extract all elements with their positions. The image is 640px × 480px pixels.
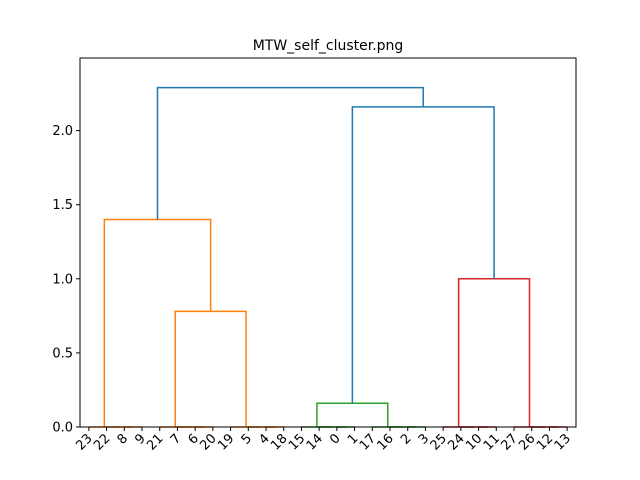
x-tick-label: 7 [168,431,184,447]
x-tick-label: 5 [239,431,255,447]
x-tick-label: 0 [327,431,343,447]
y-tick-label: 0.5 [52,346,73,361]
y-tick-label: 1.0 [52,272,73,287]
y-tick-label: 1.5 [52,198,73,213]
x-tick-label: 14 [304,431,326,453]
x-tick-label: 19 [215,431,237,453]
x-tick-label: 2 [398,431,414,447]
link [316,402,389,427]
x-tick-label: 21 [144,431,166,453]
y-tick-label: 0.0 [52,421,73,436]
link [103,218,212,427]
chart-title: MTW_self_cluster.png [253,38,404,54]
link [351,106,495,404]
x-tick-label: 16 [375,431,397,453]
link [457,278,531,427]
x-tick-label: 22 [91,431,113,453]
x-tick-label: 13 [552,431,574,453]
y-tick-label: 2.0 [52,124,73,139]
link [174,310,247,427]
link [156,86,424,220]
plot-frame [79,57,577,428]
x-tick-label: 8 [115,431,131,447]
